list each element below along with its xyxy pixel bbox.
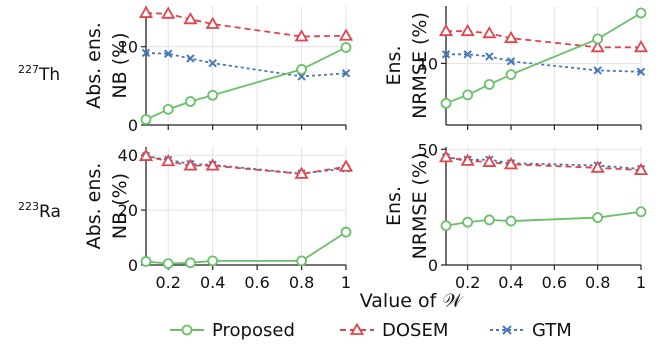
point-dosem-2 <box>462 26 473 36</box>
series-line-gtm <box>446 157 641 169</box>
series-line-proposed <box>446 212 641 226</box>
panel-3: 020400.2 0.4 0.6 0.8 1Abs. ens. NB (%) <box>83 146 352 292</box>
point-proposed-5 <box>593 213 602 222</box>
legend-label-dosem: DOSEM <box>382 320 448 341</box>
y-axis-label-line-2: NB (%) <box>109 32 131 98</box>
series-line-gtm <box>146 53 346 76</box>
y-axis-label-line-1: Abs. ens. <box>83 22 105 109</box>
row-label-ra-mass: 223 <box>18 200 39 213</box>
point-proposed-5 <box>297 65 306 74</box>
point-dosem-3 <box>484 28 495 38</box>
legend-item-dosem: DOSEM <box>340 320 448 341</box>
legend-label-proposed: Proposed <box>212 320 295 341</box>
series-dosem <box>441 152 647 174</box>
point-dosem-2 <box>163 8 174 18</box>
point-proposed-3 <box>186 97 195 106</box>
series-line-dosem <box>446 31 641 47</box>
point-dosem-6 <box>341 30 352 40</box>
series-proposed <box>142 228 351 269</box>
x-tick-label-3: 0.8 <box>585 273 610 292</box>
point-proposed-5 <box>593 34 602 43</box>
point-proposed-3 <box>485 80 494 89</box>
x-tick-label-1: 0.4 <box>200 273 225 292</box>
y-axis-label-line-2: NB (%) <box>109 173 131 239</box>
y-axis-label-line-2: NRMSE (%) <box>409 12 431 119</box>
y-tick-label-0: 0 <box>128 256 138 275</box>
point-gtm-3 <box>486 53 493 60</box>
row-label-th-element: Th <box>38 65 60 85</box>
legend-item-proposed: Proposed <box>170 320 295 341</box>
row-label-ra-element: Ra <box>39 202 61 222</box>
legend-marker-proposed <box>183 326 192 335</box>
y-axis-label-line-2: NRMSE (%) <box>409 153 431 260</box>
point-dosem-1 <box>441 152 452 162</box>
series-gtm <box>143 49 350 79</box>
point-proposed-2 <box>463 218 472 227</box>
y-axis-label-line-1: Ens. <box>383 46 405 86</box>
x-tick-label-2: 0.6 <box>244 273 269 292</box>
y-axis-label-line-1: Abs. ens. <box>83 163 105 250</box>
point-proposed-3 <box>485 215 494 224</box>
panel-1: 0 10 Abs. ens. NB (%) <box>83 6 352 135</box>
point-proposed-6 <box>637 207 646 216</box>
point-proposed-1 <box>142 115 151 124</box>
point-proposed-5 <box>297 256 306 265</box>
series-dosem <box>141 151 352 178</box>
series-dosem <box>441 26 647 52</box>
point-proposed-6 <box>637 9 646 18</box>
point-proposed-1 <box>442 221 451 230</box>
point-proposed-4 <box>507 70 516 79</box>
series-line-dosem <box>146 13 346 36</box>
y-axis-label-line-1: Ens. <box>383 186 405 226</box>
x-tick-label-4: 1 <box>636 273 646 292</box>
point-proposed-2 <box>164 105 173 114</box>
point-proposed-6 <box>342 43 351 52</box>
point-proposed-4 <box>208 256 217 265</box>
series-line-proposed <box>146 47 346 119</box>
y-tick-label-2: 40 <box>118 146 138 165</box>
x-tick-label-0: 0.2 <box>155 273 180 292</box>
series-line-proposed <box>446 13 641 103</box>
x-tick-label-2: 0.6 <box>542 273 567 292</box>
legend: Proposed DOSEM GTM <box>170 320 572 341</box>
point-proposed-1 <box>142 257 151 266</box>
row-label-th: 227Th <box>18 63 60 85</box>
legend-item-gtm: GTM <box>490 320 572 341</box>
y-tick-label-0: 0 <box>128 116 138 135</box>
row-label-th-mass: 227 <box>18 63 39 76</box>
point-dosem-5 <box>592 162 603 172</box>
point-proposed-1 <box>442 99 451 108</box>
row-label-ra: 223Ra <box>18 200 61 222</box>
point-proposed-4 <box>208 91 217 100</box>
panel-2: 10 Ens. NRMSE (%) <box>383 6 647 130</box>
point-dosem-3 <box>484 157 495 167</box>
point-proposed-2 <box>463 90 472 99</box>
point-proposed-3 <box>186 258 195 267</box>
legend-label-gtm: GTM <box>532 320 572 341</box>
series-line-dosem <box>146 156 346 174</box>
panel-4: 0500.2 0.4 0.6 0.8 1Ens. NRMSE (%) <box>383 140 647 292</box>
series-proposed <box>142 43 351 124</box>
point-proposed-2 <box>164 259 173 268</box>
x-tick-label-4: 1 <box>341 273 351 292</box>
series-proposed <box>442 207 646 230</box>
point-dosem-6 <box>341 161 352 171</box>
point-proposed-4 <box>507 217 516 226</box>
series-dosem <box>141 8 352 41</box>
x-tick-label-3: 0.8 <box>289 273 314 292</box>
series-proposed <box>442 9 646 108</box>
point-proposed-6 <box>342 228 351 237</box>
x-tick-label-1: 0.4 <box>498 273 523 292</box>
series-line-proposed <box>146 232 346 264</box>
x-axis-label: Value of 𝒲 <box>360 290 465 312</box>
